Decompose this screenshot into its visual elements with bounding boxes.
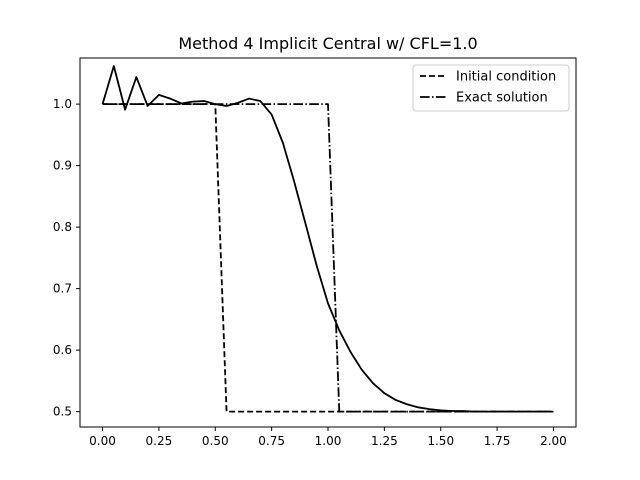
y-tick-label: 0.9: [53, 159, 72, 173]
x-tick-label: 2.00: [540, 434, 567, 448]
legend-box: [412, 64, 570, 112]
x-tick-label: 0.00: [89, 434, 116, 448]
x-tick-label: 1.25: [371, 434, 398, 448]
x-tick-label: 0.75: [258, 434, 285, 448]
y-tick-label: 0.5: [53, 405, 72, 419]
y-tick-label: 0.8: [53, 220, 72, 234]
x-tick-label: 1.75: [484, 434, 511, 448]
y-tick-label: 0.6: [53, 343, 72, 357]
x-tick-label: 1.00: [315, 434, 342, 448]
series-line-solid: [101, 65, 554, 413]
x-tick-label: 0.25: [146, 434, 173, 448]
y-tick-label: 0.7: [53, 282, 72, 296]
y-tick-label: 1.0: [53, 97, 72, 111]
x-tick-label: 1.50: [427, 434, 454, 448]
x-tick-label: 0.50: [202, 434, 229, 448]
axes: 0.00 0.25 0.50 0.75 1.00 1.25 1.50 1.75 2.00 0.5 0…: [53, 57, 577, 448]
legend-label: Initial condition: [456, 70, 556, 85]
plot-lines: [101, 65, 554, 413]
legend-label: Exact solution: [456, 91, 548, 106]
chart-title: Method 4 Implicit Central w/ CFL=1.0: [178, 34, 477, 53]
legend: Initial condition Exact solution: [412, 64, 570, 112]
